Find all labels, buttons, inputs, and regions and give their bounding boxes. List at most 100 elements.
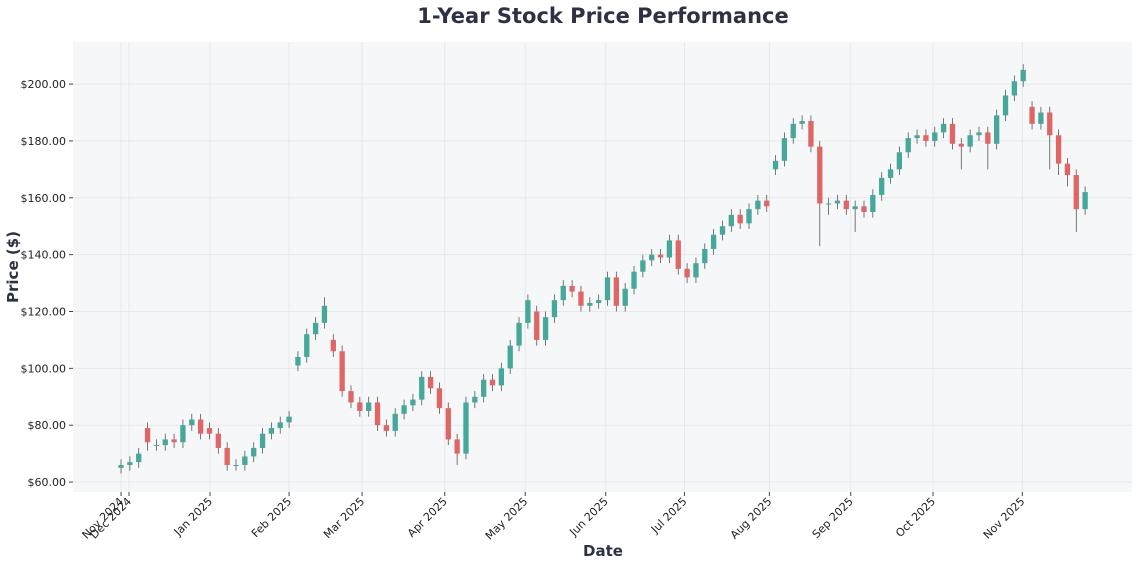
x-tick-label: Feb 2025 [249, 495, 294, 540]
candle-body [374, 402, 381, 426]
candle-body [330, 339, 336, 352]
y-tick-label: $200.00 [21, 78, 67, 91]
candle-body [578, 291, 584, 306]
candle-body [551, 300, 558, 318]
candle-body [215, 433, 221, 448]
candle-body [454, 439, 460, 454]
candle-body [640, 260, 646, 272]
candle-body [560, 285, 566, 301]
candle-body [932, 132, 938, 141]
candle-body [967, 135, 973, 147]
candle-body [1055, 135, 1062, 164]
candle-body [383, 425, 390, 431]
candle-body [595, 300, 602, 303]
candle-body [719, 226, 726, 235]
candle-body [808, 121, 814, 147]
candle-body [755, 200, 761, 210]
candle-body [702, 248, 708, 264]
candle-body [481, 379, 487, 397]
candle-body [799, 121, 805, 124]
candle-body [604, 277, 611, 301]
candle-body [206, 428, 213, 434]
candle-body [162, 439, 168, 446]
candle-body [525, 300, 531, 323]
x-tick-label: Jan 2025 [171, 495, 215, 539]
candle-body [737, 214, 743, 224]
candle-body [657, 254, 664, 258]
candle-body [728, 214, 734, 227]
candle-body [905, 138, 911, 153]
candle-body [675, 240, 681, 269]
x-tick-label: Oct 2025 [893, 495, 938, 540]
candle-body [489, 379, 496, 386]
x-tick-label: Jul 2025 [648, 495, 690, 537]
candle-body [949, 123, 956, 144]
candle-body [613, 277, 619, 306]
candle-body [631, 271, 637, 289]
y-tick-label: $140.00 [21, 249, 67, 262]
x-tick-label: Sep 2025 [810, 495, 856, 541]
candle-body [304, 334, 310, 357]
candle-body [1073, 175, 1079, 210]
candle-body [127, 462, 133, 465]
x-tick-label: Nov 2025 [981, 495, 1028, 542]
candle-body [879, 177, 885, 195]
candle-body [392, 413, 398, 431]
candle-body [233, 464, 239, 466]
candle-body [976, 132, 982, 136]
candle-body [985, 132, 991, 144]
candle-body [224, 447, 230, 465]
candle-body [1029, 106, 1035, 124]
candle-body [790, 123, 796, 139]
candle-body [569, 285, 575, 292]
candle-body [463, 402, 469, 454]
candle-body [622, 288, 628, 306]
candle-body [896, 152, 903, 170]
candle-body [295, 356, 301, 366]
candle-body [542, 317, 549, 340]
candle-body [401, 405, 407, 414]
candle-body [870, 194, 876, 212]
candle-body [940, 123, 947, 133]
y-tick-label: $120.00 [21, 305, 67, 318]
y-tick-label: $160.00 [21, 192, 67, 205]
candle-body [251, 447, 257, 457]
candle-body [189, 419, 195, 426]
candle-body [180, 425, 186, 443]
candle-body [171, 439, 177, 443]
candle-body [366, 402, 372, 411]
x-axis-label: Date [583, 542, 623, 560]
candle-body [321, 305, 328, 323]
candle-body [445, 408, 451, 440]
chart-title: 1-Year Stock Price Performance [417, 4, 788, 28]
candle-body [259, 433, 266, 448]
candle-body [914, 135, 920, 139]
candle-body [144, 428, 151, 443]
candle-body [693, 263, 699, 278]
candle-body [834, 200, 841, 204]
candle-body [587, 302, 593, 306]
candle-body [118, 464, 124, 468]
candle-body [764, 200, 770, 207]
candle-body [277, 422, 283, 429]
candle-body [348, 391, 354, 403]
x-tick-label: Jun 2025 [567, 495, 611, 539]
candle-body [649, 254, 655, 261]
candle-body [153, 445, 160, 447]
candle-body [852, 206, 858, 210]
candle-body [1038, 112, 1044, 124]
candle-body [410, 399, 416, 406]
candle-body [242, 456, 248, 465]
candle-body [427, 376, 434, 389]
candle-body [684, 268, 690, 278]
candle-body [268, 428, 275, 434]
candle-body [958, 143, 964, 147]
candle-body [781, 138, 788, 161]
x-tick-label: Mar 2025 [321, 495, 367, 541]
candle-body [286, 416, 292, 423]
y-tick-label: $60.00 [28, 476, 67, 489]
candle-body [197, 419, 204, 434]
candle-body [1002, 95, 1009, 116]
x-tick-label: Aug 2025 [728, 495, 775, 542]
